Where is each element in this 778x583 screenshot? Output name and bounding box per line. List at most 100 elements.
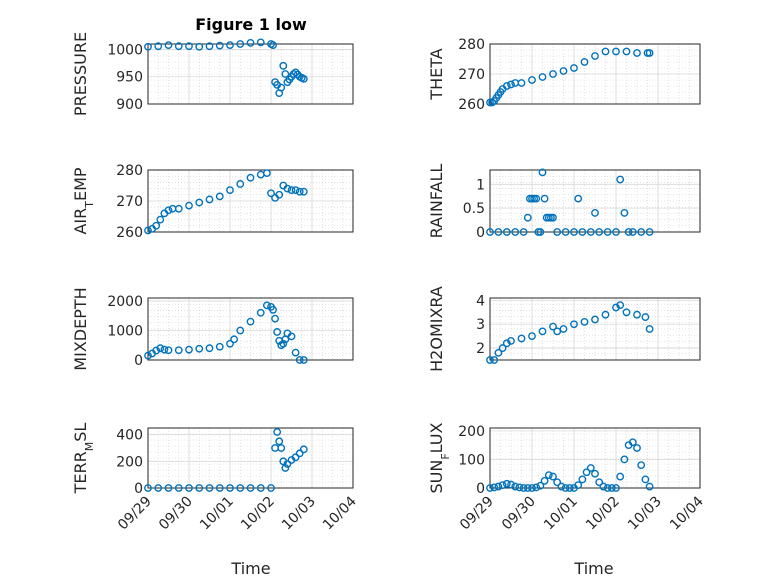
data-point [595, 478, 604, 487]
data-point [246, 39, 255, 47]
data-point [174, 204, 183, 213]
data-point [502, 228, 511, 236]
y-tick-label: 0 [134, 481, 143, 497]
data-point [612, 484, 620, 492]
y-axis-label: AIRTEMP [71, 167, 96, 234]
data-point [582, 468, 591, 477]
data-point [299, 75, 308, 83]
data-point [628, 228, 637, 236]
data-point [641, 475, 650, 484]
figure-title: Figure 1 low [195, 15, 307, 34]
panel-4: 0 0.5 1 RAINFALL [427, 164, 701, 241]
y-tick-label: 100 [458, 452, 485, 468]
x-tick-label: 10/02 [238, 494, 278, 534]
data-point [195, 344, 204, 353]
x-tick-label: 10/01 [197, 494, 237, 534]
data-point [205, 484, 214, 492]
y-tick-label: 2000 [107, 294, 143, 310]
data-point [291, 68, 300, 77]
y-tick-label: 280 [458, 37, 485, 53]
data-point [641, 313, 650, 321]
data-point [616, 472, 625, 481]
data-point [599, 482, 608, 491]
data-point [553, 478, 562, 487]
data-point [185, 201, 193, 210]
data-point [299, 445, 308, 454]
x-tick-label: 10/03 [625, 494, 665, 534]
data-point [502, 82, 511, 90]
data-point [523, 484, 532, 492]
data-point [205, 42, 214, 51]
data-point [295, 449, 304, 458]
data-point [283, 460, 292, 468]
data-point [553, 228, 562, 236]
data-point [236, 326, 245, 335]
data-point [549, 472, 557, 481]
data-point [164, 41, 173, 49]
data-point [595, 228, 604, 236]
axes-box [489, 427, 701, 489]
data-point [591, 469, 599, 478]
y-tick-label: 260 [458, 97, 485, 113]
y-tick-label: 1000 [107, 42, 143, 58]
data-point [580, 58, 589, 66]
data-point [215, 192, 224, 201]
data-point [622, 47, 631, 56]
data-point [536, 481, 545, 490]
y-tick-label: 0 [476, 225, 485, 241]
data-point [523, 213, 532, 222]
y-axis-label: TERRMSL [71, 423, 96, 495]
data-point [144, 351, 152, 360]
panel-7: 0 200 400 TERRMSL 09/29 09/30 10/01 10/02 10/03 1… [71, 423, 360, 534]
data-point [275, 190, 284, 199]
data-point [528, 484, 536, 492]
data-point [498, 481, 507, 490]
data-point [246, 317, 255, 326]
data-point [164, 484, 173, 492]
data-point [549, 322, 557, 331]
data-point [565, 484, 574, 492]
data-point [591, 315, 599, 324]
data-point [540, 194, 549, 203]
data-point [570, 228, 578, 236]
data-point [494, 348, 503, 357]
x-tick-label: 09/30 [156, 494, 196, 534]
data-point [549, 70, 557, 78]
data-point [205, 195, 214, 204]
data-point [574, 194, 583, 203]
data-point [174, 484, 183, 492]
data-point [515, 483, 524, 492]
data-point [262, 169, 271, 178]
data-point [544, 471, 553, 480]
x-tick-label: 09/29 [457, 494, 497, 534]
data-point [154, 42, 163, 51]
y-tick-label: 260 [116, 225, 143, 241]
data-point [519, 228, 528, 236]
data-point [236, 40, 245, 48]
y-tick-label: 400 [116, 428, 143, 444]
data-point [603, 228, 612, 236]
data-point [490, 356, 499, 364]
data-point [559, 325, 568, 333]
data-point [295, 187, 304, 196]
axes-box [147, 169, 354, 233]
data-point [256, 484, 265, 492]
data-point [195, 42, 204, 51]
data-point [195, 484, 204, 492]
data-point [156, 344, 165, 353]
data-point [549, 213, 557, 222]
data-point [273, 428, 282, 436]
data-point [601, 47, 610, 56]
y-tick-label: 4 [476, 293, 485, 309]
y-tick-label: 200 [458, 424, 485, 440]
data-point [622, 308, 631, 317]
data-point [633, 310, 641, 319]
data-point [624, 228, 633, 236]
data-point [586, 464, 595, 472]
data-point [616, 301, 625, 310]
data-point [486, 484, 494, 492]
data-point [230, 335, 239, 344]
data-point [279, 61, 288, 70]
data-point [586, 228, 595, 236]
